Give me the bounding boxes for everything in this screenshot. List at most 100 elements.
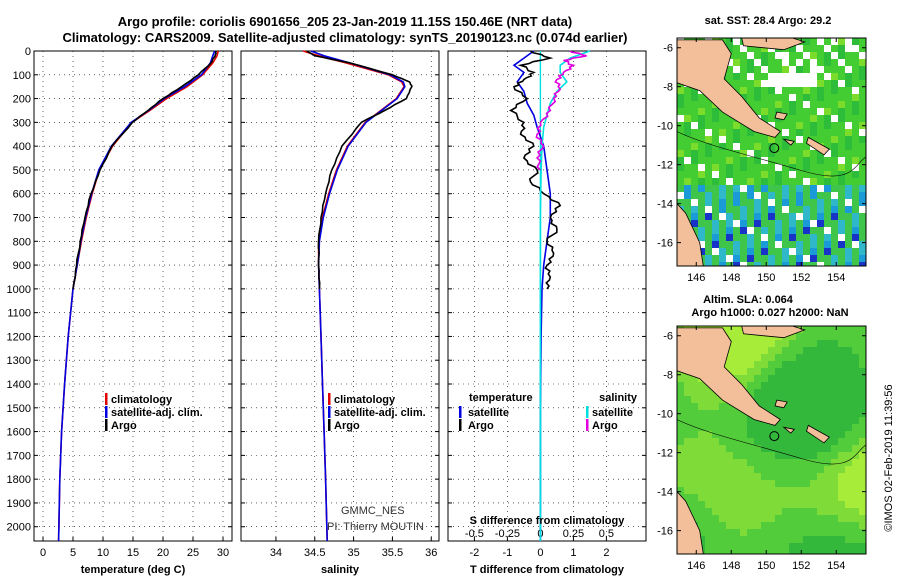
map-cell xyxy=(859,501,866,508)
map-cell xyxy=(733,129,740,136)
legend-t-satellite: satellite xyxy=(468,407,509,419)
map-cell xyxy=(817,227,824,234)
map-cell xyxy=(852,171,859,178)
map-cell xyxy=(810,550,817,554)
map-cell xyxy=(803,262,810,266)
map-cell xyxy=(824,501,831,508)
map-cell xyxy=(845,508,852,515)
map-cell xyxy=(726,522,733,529)
map-cell xyxy=(831,340,838,347)
map-cell xyxy=(719,185,726,192)
map-cell xyxy=(691,206,698,213)
map-cell xyxy=(726,473,733,480)
tick-label-x: 5 xyxy=(70,547,76,559)
map-cell xyxy=(775,255,782,262)
map-cell xyxy=(754,45,761,52)
map-cell xyxy=(747,66,754,73)
map-cell xyxy=(810,466,817,473)
map-cell xyxy=(712,234,719,241)
map-cell xyxy=(859,466,866,473)
map-cell xyxy=(796,375,803,382)
map-cell xyxy=(705,143,712,150)
credit-pi: PI: Thierry MOUTIN xyxy=(327,521,424,533)
map-cell xyxy=(782,87,789,94)
map-cell xyxy=(810,241,817,248)
map-cell xyxy=(754,340,761,347)
map-cell xyxy=(712,403,719,410)
map-cell xyxy=(747,368,754,375)
map-cell xyxy=(859,473,866,480)
map-cell xyxy=(838,73,845,80)
map-cell xyxy=(754,234,761,241)
map-cell xyxy=(775,59,782,66)
title-line-1: Argo profile: coriolis 6901656_205 23-Ja… xyxy=(118,14,573,29)
map-cell xyxy=(817,255,824,262)
map-cell xyxy=(852,150,859,157)
map-cell xyxy=(859,115,866,122)
map-tick-label-y: -8 xyxy=(663,82,673,94)
map-cell xyxy=(852,459,859,466)
map-cell xyxy=(768,206,775,213)
map-cell xyxy=(733,354,740,361)
map-cell xyxy=(817,375,824,382)
map-cell xyxy=(677,178,684,185)
legend-satellite: satellite-adj. clim. xyxy=(334,407,426,419)
map-cell xyxy=(733,164,740,171)
map-cell xyxy=(691,494,698,501)
map-cell xyxy=(761,136,768,143)
map-cell xyxy=(698,389,705,396)
map-cell xyxy=(810,452,817,459)
map-cell xyxy=(810,192,817,199)
map-cell xyxy=(726,171,733,178)
map-cell xyxy=(817,326,824,333)
map-cell xyxy=(712,452,719,459)
map-cell xyxy=(691,382,698,389)
map-cell xyxy=(775,522,782,529)
map-cell xyxy=(838,108,845,115)
map-cell xyxy=(831,438,838,445)
map-cell xyxy=(698,536,705,543)
map-cell xyxy=(817,459,824,466)
map-cell xyxy=(803,108,810,115)
map-cell xyxy=(824,143,831,150)
map-cell xyxy=(789,424,796,431)
map-cell xyxy=(698,213,705,220)
map-cell xyxy=(859,550,866,554)
map-cell xyxy=(698,108,705,115)
map-cell xyxy=(691,150,698,157)
map-cell xyxy=(747,157,754,164)
map-cell xyxy=(775,262,782,266)
map-cell xyxy=(838,515,845,522)
map-cell xyxy=(838,227,845,234)
map-cell xyxy=(824,543,831,550)
map-cell xyxy=(775,122,782,129)
map-cell xyxy=(768,220,775,227)
map-cell xyxy=(775,347,782,354)
map-cell xyxy=(796,150,803,157)
map-cell xyxy=(740,192,747,199)
map-cell xyxy=(824,445,831,452)
map-cell xyxy=(852,403,859,410)
map-cell xyxy=(747,333,754,340)
map-cell xyxy=(747,101,754,108)
map-cell xyxy=(817,403,824,410)
map-cell xyxy=(796,347,803,354)
map-cell xyxy=(782,487,789,494)
map-cell xyxy=(733,213,740,220)
map-cell xyxy=(719,143,726,150)
map-cell xyxy=(810,396,817,403)
map-cell xyxy=(845,171,852,178)
map-cell xyxy=(782,227,789,234)
map-cell xyxy=(726,347,733,354)
salinity-legend: climatology satellite-adj. clim. Argo xyxy=(328,393,426,432)
map-cell xyxy=(845,108,852,115)
map-cell xyxy=(712,262,719,266)
map-cell xyxy=(726,45,733,52)
map-cell xyxy=(852,417,859,424)
map-cell xyxy=(775,536,782,543)
map-cell xyxy=(705,185,712,192)
map-cell xyxy=(705,389,712,396)
map-cell xyxy=(838,185,845,192)
map-cell xyxy=(754,94,761,101)
legend-mark-satellite xyxy=(328,406,331,418)
